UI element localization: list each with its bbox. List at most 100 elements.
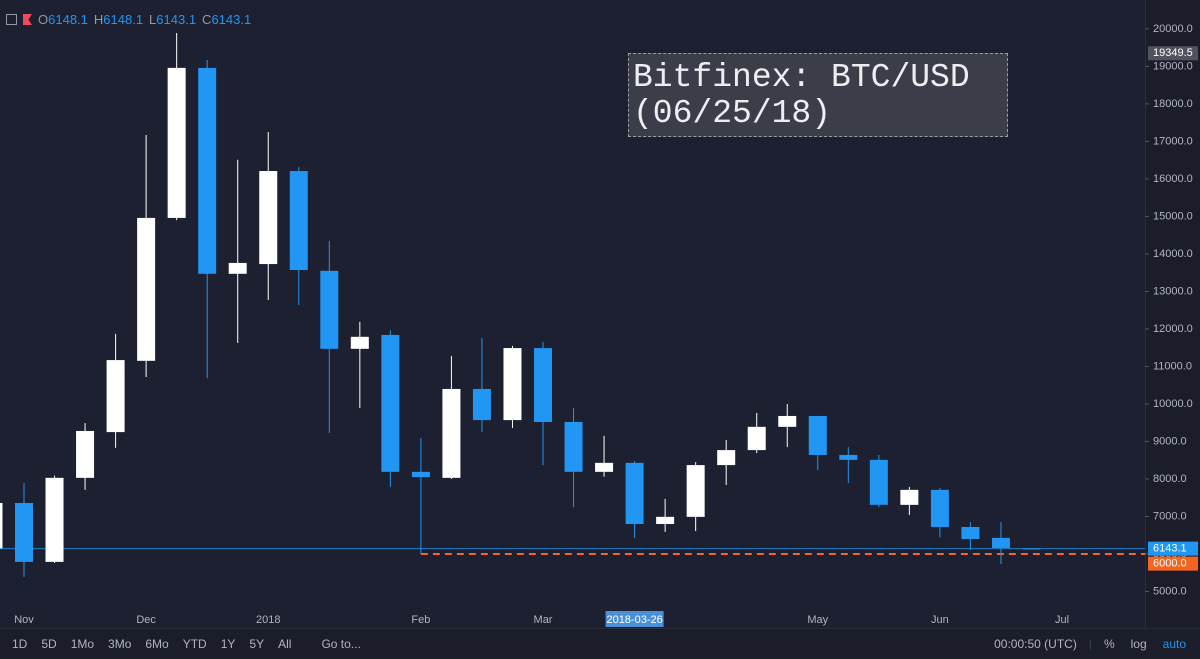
- candle-body: [503, 348, 522, 421]
- x-tick-label: Dec: [136, 614, 156, 626]
- y-tick-label: 10000.0: [1153, 398, 1193, 410]
- candle-body: [381, 334, 400, 472]
- y-tick-label: 11000.0: [1153, 360, 1192, 372]
- y-tick-label: 12000.0: [1153, 323, 1193, 335]
- ohlc-value: 6148.1: [48, 12, 88, 27]
- candle-body: [167, 67, 186, 218]
- candle-body: [991, 537, 1010, 548]
- candle-body: [839, 454, 858, 460]
- crosshair-date-label: 2018-03-26: [606, 614, 662, 626]
- ohlc-key: C: [202, 12, 212, 27]
- x-tick-label: Feb: [411, 614, 430, 626]
- x-tick-label: 2018: [256, 614, 280, 626]
- y-tick-label: 18000.0: [1153, 98, 1193, 110]
- price-marker-label: 19349.5: [1153, 47, 1193, 59]
- y-tick-label: 9000.0: [1153, 435, 1187, 447]
- candle-body: [289, 171, 308, 271]
- price-marker-bg: [1148, 541, 1198, 556]
- y-tick-label: 8000.0: [1153, 473, 1187, 485]
- range-button[interactable]: YTD: [182, 637, 207, 651]
- candle-body: [961, 526, 980, 539]
- candle-body: [137, 217, 156, 361]
- y-tick-label: 15000.0: [1153, 210, 1193, 222]
- range-button[interactable]: 1D: [12, 637, 28, 651]
- candle-body: [0, 502, 3, 549]
- ohlc-item: C6143.1: [202, 12, 251, 27]
- x-tick-label: Jun: [931, 614, 949, 626]
- candle-body: [778, 415, 797, 427]
- ohlc-item: H6148.1: [94, 12, 143, 27]
- separator: |: [1088, 637, 1092, 651]
- ohlc-legend: O6148.1 H6148.1 L6143.1 C6143.1: [6, 12, 251, 27]
- annotation-line: Bitfinex: BTC/USD: [633, 59, 970, 96]
- candle-body: [350, 336, 369, 349]
- y-tick-label: 17000.0: [1153, 135, 1193, 147]
- range-button[interactable]: All: [278, 637, 292, 651]
- flag-icon[interactable]: [23, 14, 32, 25]
- price-marker-bg: [1148, 46, 1198, 61]
- price-axis-background: [1145, 0, 1200, 628]
- candle-body: [747, 426, 766, 451]
- candle-body: [625, 462, 644, 524]
- price-marker-label: 6000.0: [1153, 558, 1187, 570]
- ohlc-value: 6143.1: [156, 12, 197, 27]
- ohlc-key: O: [38, 12, 49, 27]
- candle-body: [717, 450, 736, 466]
- range-button[interactable]: 6Mo: [145, 637, 169, 651]
- candle-body: [1022, 548, 1041, 550]
- annotation-box: Bitfinex: BTC/USD (06/25/18): [628, 53, 1008, 137]
- x-tick-label: May: [807, 614, 828, 626]
- clock: 00:00:50 (UTC): [994, 637, 1077, 651]
- candle-body: [534, 348, 553, 422]
- candle-body: [76, 430, 95, 478]
- y-tick-label: 5000.0: [1153, 585, 1187, 597]
- range-button[interactable]: 1Y: [220, 637, 236, 651]
- ohlc-key: H: [93, 12, 104, 27]
- candle-body: [472, 388, 491, 421]
- range-button[interactable]: 3Mo: [108, 637, 132, 651]
- candle-body: [656, 516, 675, 524]
- ohlc-value: 6148.1: [103, 12, 144, 27]
- candle-body: [564, 421, 583, 472]
- candle-body: [45, 477, 64, 562]
- range-button[interactable]: 5D: [41, 637, 57, 651]
- x-tick-label: Jul: [1055, 614, 1069, 626]
- ohlc-key: L: [149, 12, 157, 27]
- expand-icon[interactable]: [6, 14, 17, 25]
- y-tick-label: 16000.0: [1153, 173, 1193, 185]
- price-marker-bg: [1148, 556, 1198, 571]
- y-tick-label: 14000.0: [1153, 248, 1193, 260]
- price-marker-label: 6143.1: [1153, 543, 1187, 555]
- candle-body: [686, 465, 705, 517]
- candle-body: [900, 489, 919, 505]
- candle-body: [259, 171, 278, 265]
- candle-body: [930, 489, 949, 527]
- goto-button[interactable]: Go to...: [321, 637, 361, 651]
- crosshair-date-bg: [605, 611, 664, 627]
- candle-body: [228, 262, 247, 274]
- candle-body: [869, 459, 888, 505]
- range-button[interactable]: 5Y: [249, 637, 265, 651]
- toolbar-right: 00:00:50 (UTC) | % log auto: [980, 629, 1186, 659]
- chart: 5000.0 6000.0 7000.0 8000.0 9000.0 10000.0 110…: [0, 0, 1200, 628]
- y-tick-label: 7000.0: [1153, 510, 1187, 522]
- x-tick-label: Nov: [14, 614, 34, 626]
- ohlc-item: O6148.1: [38, 12, 88, 27]
- candle-body: [411, 471, 430, 478]
- y-tick-label: 19000.0: [1153, 60, 1193, 72]
- y-tick-label: 13000.0: [1153, 285, 1193, 297]
- candle-body: [320, 270, 339, 349]
- y-tick-label: 20000.0: [1153, 23, 1193, 35]
- option-button[interactable]: auto: [1162, 637, 1186, 651]
- range-button[interactable]: 1Mo: [70, 637, 95, 651]
- option-button[interactable]: %: [1103, 637, 1115, 651]
- candle-body: [106, 360, 125, 433]
- annotation-line: (06/25/18): [633, 95, 832, 132]
- candle-body: [198, 67, 217, 274]
- option-button[interactable]: log: [1130, 637, 1147, 651]
- candle-body: [595, 462, 614, 472]
- candle-body: [808, 415, 827, 455]
- candle-body: [15, 502, 33, 562]
- range-buttons: 1D 5D 1Mo 3Mo 6Mo YTD 1Y 5Y All: [0, 637, 291, 651]
